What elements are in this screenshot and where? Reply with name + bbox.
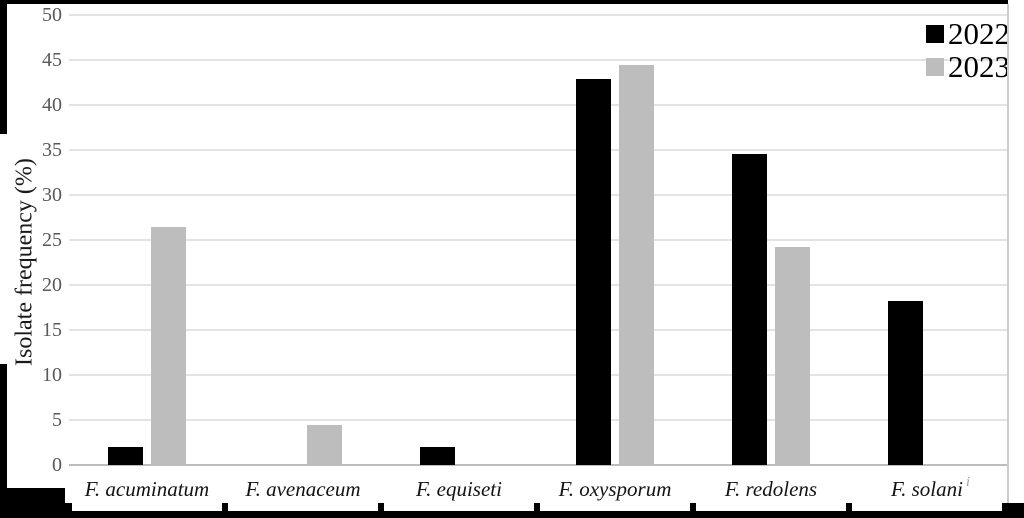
bar-2023-f-acuminatum <box>151 226 186 465</box>
label-notch-2 <box>228 503 378 511</box>
y-tick-label-0: 0 <box>52 454 62 476</box>
legend-label-2023: 2023 <box>948 49 1010 84</box>
x-category-label-2: F. avenaceum <box>245 477 361 501</box>
x-category-label-5: F. redolens <box>724 477 818 501</box>
gridline-35 <box>69 149 1007 151</box>
legend-swatch-2022 <box>926 24 944 43</box>
top-edge-strip <box>0 0 1008 4</box>
gridline-30 <box>69 194 1007 196</box>
legend-item-2023: 2023 <box>926 51 1010 82</box>
bar-2023-f-redolens <box>775 247 810 465</box>
bar-2022-f-equiseti <box>420 447 455 465</box>
legend-item-2022: 2022 <box>926 18 1010 49</box>
label-notch-6 <box>852 503 1002 511</box>
footnote-mark: i <box>966 475 970 490</box>
legend-swatch-2023 <box>926 57 944 76</box>
label-notch-5 <box>696 503 846 511</box>
x-category-label-4: F. oxysporum <box>558 477 672 501</box>
gridline-20 <box>69 284 1007 286</box>
x-category-label-1: F. acuminatum <box>84 477 210 501</box>
legend-label-2022: 2022 <box>948 16 1010 51</box>
y-tick-label-30: 30 <box>42 184 62 206</box>
gridline-25 <box>69 239 1007 241</box>
y-tick-label-40: 40 <box>42 94 62 116</box>
plot-right-border <box>1007 4 1009 503</box>
y-tick-label-15: 15 <box>42 319 62 341</box>
gridline-40 <box>69 104 1007 106</box>
bar-2022-f-oxysporum <box>576 78 611 465</box>
y-tick-label-10: 10 <box>42 364 62 386</box>
label-notch-3 <box>384 503 534 511</box>
y-tick-label-5: 5 <box>52 409 62 431</box>
left-edge-strip-lower <box>0 364 7 518</box>
y-tick-label-35: 35 <box>42 139 62 161</box>
bar-2023-f-avenaceum <box>307 424 342 465</box>
bar-2022-f-redolens <box>732 153 767 465</box>
label-notch-4 <box>540 503 690 511</box>
gridline-15 <box>69 329 1007 331</box>
gridline-50 <box>69 14 1007 16</box>
gridline-45 <box>69 59 1007 61</box>
y-tick-label-50: 50 <box>42 4 62 26</box>
left-edge-strip-upper <box>0 0 7 134</box>
legend: 2022 2023 <box>926 18 1010 82</box>
bar-2022-f-solani <box>888 301 923 465</box>
bar-2022-f-acuminatum <box>108 447 143 465</box>
gridline-5 <box>69 419 1007 421</box>
x-axis-line <box>69 464 1007 466</box>
x-category-label-3: F. equiseti <box>416 477 502 501</box>
label-notch-1 <box>72 503 222 511</box>
x-category-label-6: F. solani <box>891 477 963 501</box>
y-tick-label-20: 20 <box>42 274 62 296</box>
y-axis-title: Isolate frequency (%) <box>11 158 38 366</box>
gridline-10 <box>69 374 1007 376</box>
y-tick-label-45: 45 <box>42 49 62 71</box>
y-tick-label-25: 25 <box>42 229 62 251</box>
bar-2023-f-oxysporum <box>619 65 654 465</box>
